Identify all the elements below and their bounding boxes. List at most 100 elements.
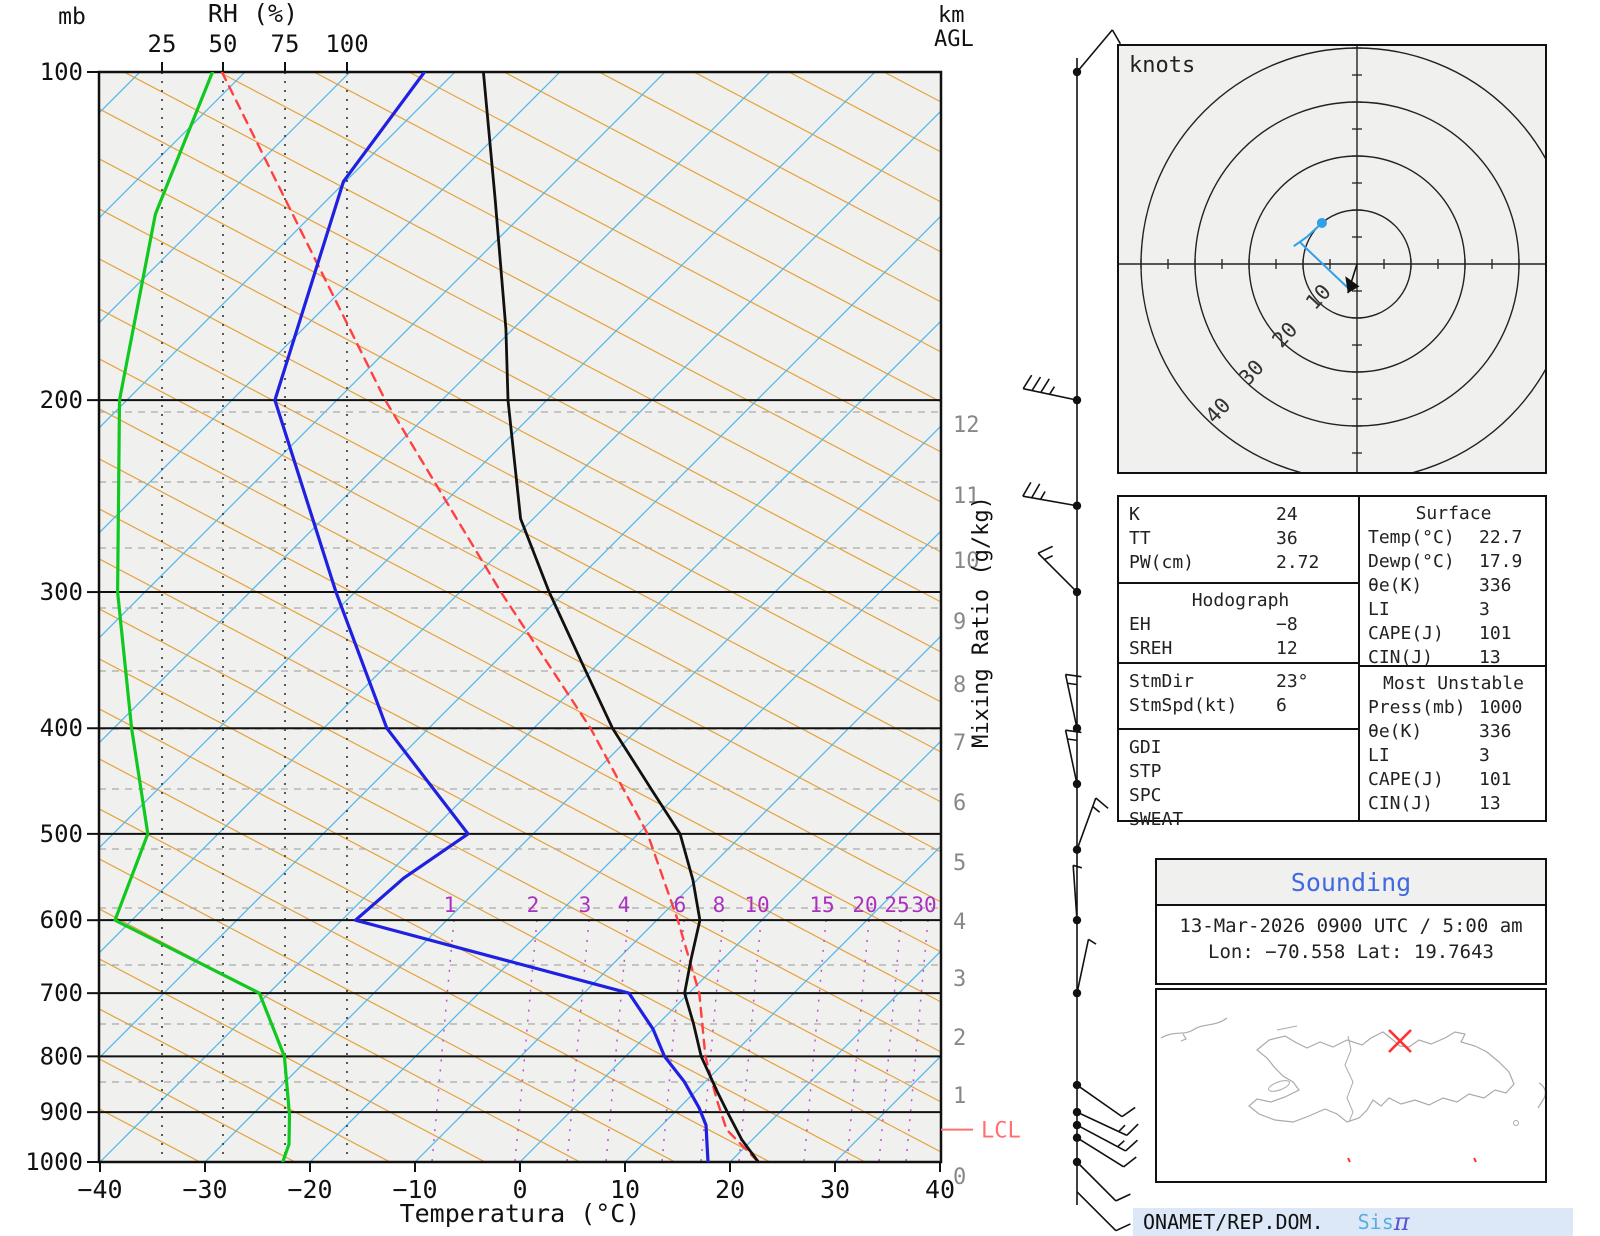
table-row: STP (1129, 760, 1352, 784)
stat-value (1276, 784, 1352, 808)
svg-text:4: 4 (953, 910, 966, 935)
stat-label: Temp(°C) (1368, 527, 1455, 548)
stat-label: StmSpd(kt) (1129, 695, 1238, 716)
svg-text:6: 6 (674, 893, 687, 917)
svg-text:75: 75 (271, 30, 300, 58)
indices-table: K 24 TT 36 PW(cm) 2.72 (1117, 495, 1360, 584)
extra-indices-table: GDI STP SPC SWEAT (1117, 728, 1360, 830)
table-row: SPC (1129, 784, 1352, 808)
stat-value: 101 (1479, 623, 1512, 644)
hodograph-stats-table: Hodograph EH −8 SREH 12 (1117, 582, 1360, 664)
stat-value: −8 (1276, 614, 1298, 635)
svg-text:1: 1 (953, 1084, 966, 1109)
table-row: CIN(J) 13 (1368, 646, 1539, 670)
table-row: LI 3 (1368, 744, 1539, 768)
table-row: EH −8 (1129, 613, 1352, 637)
svg-text:10: 10 (953, 549, 980, 574)
svg-text:−40: −40 (77, 1175, 122, 1204)
svg-text:10: 10 (1301, 280, 1336, 315)
svg-text:6: 6 (953, 791, 966, 816)
svg-text:40: 40 (925, 1175, 955, 1204)
stat-label: CAPE(J) (1368, 623, 1444, 644)
stat-value (1276, 808, 1352, 832)
org-label: ONAMET/REP.DOM. (1143, 1210, 1324, 1234)
stat-label: LI (1368, 599, 1390, 620)
most-unstable-title: Most Unstable (1383, 673, 1524, 694)
table-row: CAPE(J) 101 (1368, 622, 1539, 646)
svg-text:20: 20 (1268, 317, 1303, 352)
stat-value: 336 (1479, 721, 1512, 742)
stat-value: 336 (1479, 575, 1512, 596)
sounding-location: Lon: −70.558 Lat: 19.7643 (1208, 941, 1494, 963)
stat-value: 23° (1276, 671, 1309, 692)
stat-value (1276, 736, 1352, 760)
svg-text:100: 100 (40, 58, 83, 86)
stat-label: SPC (1129, 785, 1162, 806)
svg-text:30: 30 (820, 1175, 850, 1204)
stat-value: 13 (1479, 647, 1501, 668)
svg-text:5: 5 (953, 851, 966, 876)
table-row: Temp(°C) 22.7 (1368, 526, 1539, 550)
stat-label: StmDir (1129, 671, 1195, 692)
hodograph-panel: knots 10 20 30 40 (1117, 44, 1547, 474)
svg-text:100: 100 (325, 30, 368, 58)
stat-value: 22.7 (1479, 527, 1523, 548)
stat-label: LI (1368, 745, 1390, 766)
svg-text:3: 3 (953, 967, 966, 992)
svg-text:2: 2 (953, 1026, 966, 1051)
table-row: CAPE(J) 101 (1368, 768, 1539, 792)
stat-value: 36 (1276, 528, 1298, 549)
table-row: Press(mb) 1000 (1368, 696, 1539, 720)
hodograph-title: Hodograph (1191, 590, 1290, 611)
stat-label: CIN(J) (1368, 793, 1434, 814)
table-row: SREH 12 (1129, 637, 1352, 661)
stat-value: 6 (1276, 695, 1287, 716)
stat-label: Dewp(°C) (1368, 551, 1455, 572)
surface-table: Surface Temp(°C) 22.7 Dewp(°C) 17.9 θe(K) 336 L… (1358, 495, 1547, 670)
sounding-location-marker (1388, 1029, 1412, 1053)
stat-value: 3 (1479, 745, 1490, 766)
surface-title: Surface (1415, 503, 1492, 524)
svg-text:mb: mb (58, 4, 86, 30)
stat-label: EH (1129, 614, 1151, 635)
stat-label: TT (1129, 528, 1151, 549)
table-row: θe(K) 336 (1368, 720, 1539, 744)
svg-text:20: 20 (852, 893, 877, 917)
svg-text:11: 11 (953, 484, 980, 509)
svg-text:0: 0 (953, 1165, 966, 1190)
table-row: PW(cm) 2.72 (1129, 551, 1352, 575)
sounding-info-panel: Sounding 13-Mar-2026 0900 UTC / 5:00 am … (1155, 858, 1547, 985)
svg-text:400: 400 (40, 714, 83, 742)
svg-text:50: 50 (209, 30, 238, 58)
svg-text:25: 25 (884, 893, 909, 917)
location-map-panel (1155, 988, 1547, 1183)
sounding-datetime: 13-Mar-2026 0900 UTC / 5:00 am (1179, 915, 1523, 937)
svg-text:knots: knots (1129, 53, 1195, 78)
sounding-title: Sounding (1157, 860, 1545, 906)
table-row: CIN(J) 13 (1368, 792, 1539, 816)
stat-value: 101 (1479, 769, 1512, 790)
footer-bar: ONAMET/REP.DOM. Sis π (1133, 1208, 1573, 1236)
location-map (1160, 1017, 1546, 1163)
svg-text:8: 8 (713, 893, 726, 917)
svg-text:LCL: LCL (981, 1119, 1021, 1144)
table-row: StmSpd(kt) 6 (1129, 694, 1352, 718)
svg-text:40: 40 (1201, 393, 1236, 428)
table-row: Dewp(°C) 17.9 (1368, 550, 1539, 574)
stat-label: θe(K) (1368, 721, 1423, 742)
svg-text:3: 3 (579, 893, 592, 917)
table-row: LI 3 (1368, 598, 1539, 622)
svg-text:AGL: AGL (934, 27, 974, 52)
table-row: GDI (1129, 736, 1352, 760)
stat-value: 17.9 (1479, 551, 1523, 572)
svg-text:7: 7 (953, 731, 966, 756)
svg-text:15: 15 (809, 893, 834, 917)
table-row: θe(K) 336 (1368, 574, 1539, 598)
table-row: StmDir 23° (1129, 670, 1352, 694)
svg-text:0: 0 (512, 1175, 527, 1204)
svg-text:30: 30 (911, 893, 936, 917)
svg-text:600: 600 (40, 906, 83, 934)
stat-value: 2.72 (1276, 552, 1320, 573)
svg-text:500: 500 (40, 820, 83, 848)
